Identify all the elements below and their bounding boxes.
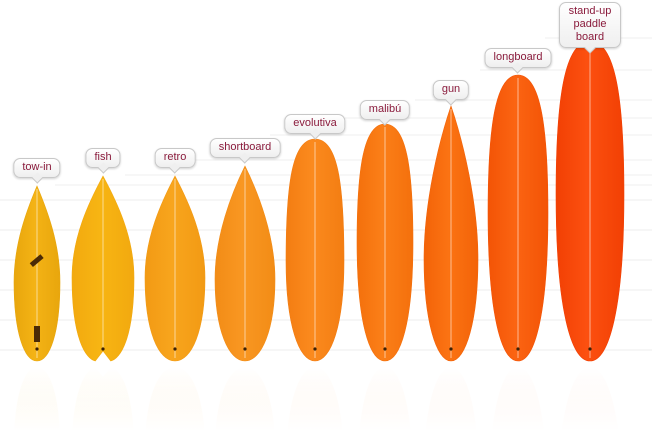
label-longboard: longboard bbox=[484, 48, 552, 68]
label-gun: gun bbox=[432, 80, 470, 100]
leash-plug bbox=[383, 347, 387, 351]
label-malibu: malibú bbox=[359, 100, 411, 120]
label-fish: fish bbox=[85, 148, 121, 168]
leash-plug bbox=[313, 347, 317, 351]
label-stand-up-paddle-board: stand-up paddle board bbox=[559, 2, 621, 48]
label-evolutiva: evolutiva bbox=[284, 114, 346, 134]
leash-plug bbox=[516, 347, 520, 351]
leash-plug bbox=[243, 347, 247, 351]
foot-strap bbox=[29, 254, 44, 268]
leash-plug bbox=[35, 347, 39, 351]
leash-plug bbox=[588, 347, 592, 351]
leash-plug bbox=[173, 347, 177, 351]
leash-plug bbox=[449, 347, 453, 351]
leash-plug bbox=[101, 347, 105, 351]
label-retro: retro bbox=[154, 148, 196, 168]
reflection-fade bbox=[0, 370, 652, 431]
rear-foot-strap bbox=[34, 326, 40, 342]
label-tow-in: tow-in bbox=[13, 158, 61, 178]
label-shortboard: shortboard bbox=[209, 138, 281, 158]
